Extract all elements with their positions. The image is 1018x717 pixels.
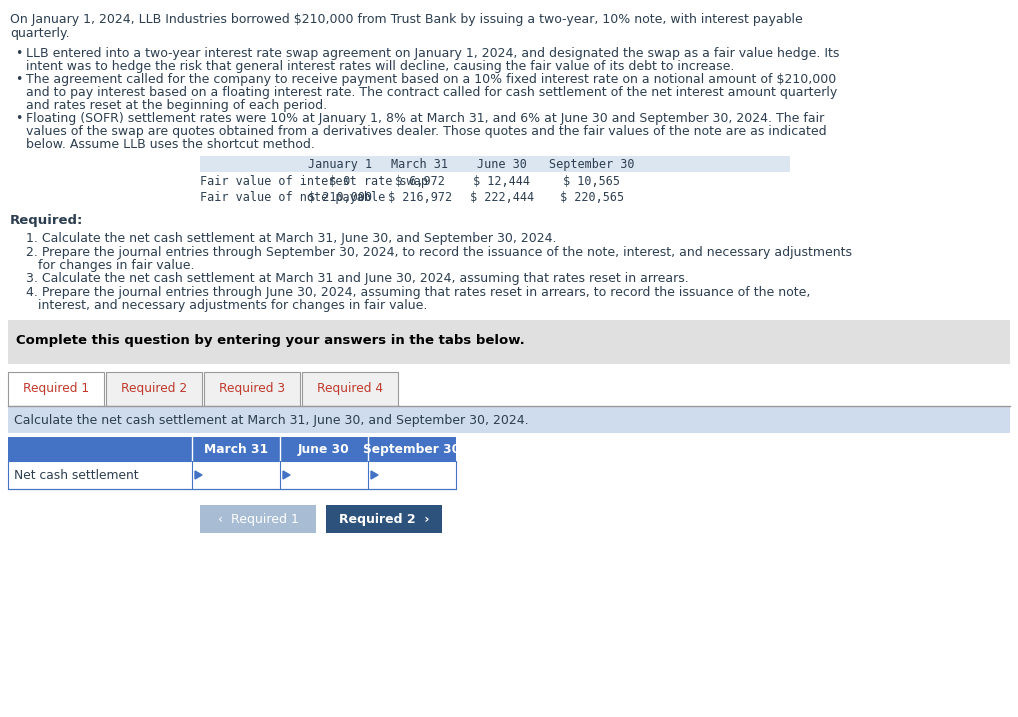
Text: $ 220,565: $ 220,565: [560, 191, 624, 204]
Text: $ 222,444: $ 222,444: [470, 191, 534, 204]
Bar: [8, 372, 104, 406]
Text: September 30: September 30: [363, 443, 460, 456]
Bar: [8, 437, 456, 461]
Text: Fair value of interest rate swap: Fair value of interest rate swap: [200, 175, 428, 188]
Text: values of the swap are quotes obtained from a derivatives dealer. Those quotes a: values of the swap are quotes obtained f…: [26, 125, 827, 138]
Text: The agreement called for the company to receive payment based on a 10% fixed int: The agreement called for the company to …: [26, 73, 836, 86]
Text: June 30: June 30: [298, 443, 350, 456]
Bar: [8, 461, 456, 489]
Text: 4. Prepare the journal entries through June 30, 2024, assuming that rates reset : 4. Prepare the journal entries through J…: [26, 286, 810, 299]
Text: for changes in fair value.: for changes in fair value.: [26, 259, 194, 272]
Bar: [326, 505, 442, 533]
Bar: [8, 407, 1010, 433]
Text: Fair value of note payable: Fair value of note payable: [200, 191, 385, 204]
Text: Required 1: Required 1: [23, 382, 89, 395]
Text: and to pay interest based on a floating interest rate. The contract called for c: and to pay interest based on a floating …: [26, 86, 837, 99]
Text: •: •: [15, 112, 22, 125]
Bar: [200, 156, 790, 172]
Text: September 30: September 30: [550, 158, 635, 171]
Text: Required 3: Required 3: [219, 382, 285, 395]
Bar: [106, 372, 202, 406]
Text: On January 1, 2024, LLB Industries borrowed $210,000 from Trust Bank by issuing : On January 1, 2024, LLB Industries borro…: [10, 13, 803, 26]
Text: $ 10,565: $ 10,565: [564, 175, 621, 188]
Text: Required:: Required:: [10, 214, 83, 227]
Text: Floating (SOFR) settlement rates were 10% at January 1, 8% at March 31, and 6% a: Floating (SOFR) settlement rates were 10…: [26, 112, 825, 125]
Bar: [302, 372, 398, 406]
Text: $ 12,444: $ 12,444: [473, 175, 530, 188]
Text: quarterly.: quarterly.: [10, 27, 69, 40]
Text: and rates reset at the beginning of each period.: and rates reset at the beginning of each…: [26, 99, 327, 112]
Text: $ 6,972: $ 6,972: [395, 175, 445, 188]
Bar: [8, 320, 1010, 364]
Text: Required 4: Required 4: [317, 382, 383, 395]
Bar: [200, 505, 316, 533]
Bar: [204, 372, 300, 406]
Text: $ 0: $ 0: [329, 175, 350, 188]
Text: 2. Prepare the journal entries through September 30, 2024, to record the issuanc: 2. Prepare the journal entries through S…: [26, 246, 852, 259]
Text: 3. Calculate the net cash settlement at March 31 and June 30, 2024, assuming tha: 3. Calculate the net cash settlement at …: [26, 272, 689, 285]
Text: $ 210,000: $ 210,000: [307, 191, 372, 204]
Text: June 30: June 30: [477, 158, 527, 171]
Text: interest, and necessary adjustments for changes in fair value.: interest, and necessary adjustments for …: [26, 299, 428, 312]
Text: Calculate the net cash settlement at March 31, June 30, and September 30, 2024.: Calculate the net cash settlement at Mar…: [14, 414, 528, 427]
Text: LLB entered into a two-year interest rate swap agreement on January 1, 2024, and: LLB entered into a two-year interest rat…: [26, 47, 840, 60]
Polygon shape: [195, 471, 202, 479]
Text: March 31: March 31: [392, 158, 449, 171]
Text: $ 216,972: $ 216,972: [388, 191, 452, 204]
Text: below. Assume LLB uses the shortcut method.: below. Assume LLB uses the shortcut meth…: [26, 138, 315, 151]
Text: Required 2: Required 2: [121, 382, 187, 395]
Polygon shape: [283, 471, 290, 479]
Text: January 1: January 1: [307, 158, 372, 171]
Text: ‹  Required 1: ‹ Required 1: [218, 513, 298, 526]
Text: •: •: [15, 47, 22, 60]
Text: 1. Calculate the net cash settlement at March 31, June 30, and September 30, 202: 1. Calculate the net cash settlement at …: [26, 232, 557, 245]
Text: Net cash settlement: Net cash settlement: [14, 469, 138, 482]
Text: March 31: March 31: [204, 443, 268, 456]
Text: •: •: [15, 73, 22, 86]
Text: intent was to hedge the risk that general interest rates will decline, causing t: intent was to hedge the risk that genera…: [26, 60, 734, 73]
Polygon shape: [371, 471, 378, 479]
Text: Complete this question by entering your answers in the tabs below.: Complete this question by entering your …: [16, 334, 524, 347]
Text: Required 2  ›: Required 2 ›: [339, 513, 430, 526]
